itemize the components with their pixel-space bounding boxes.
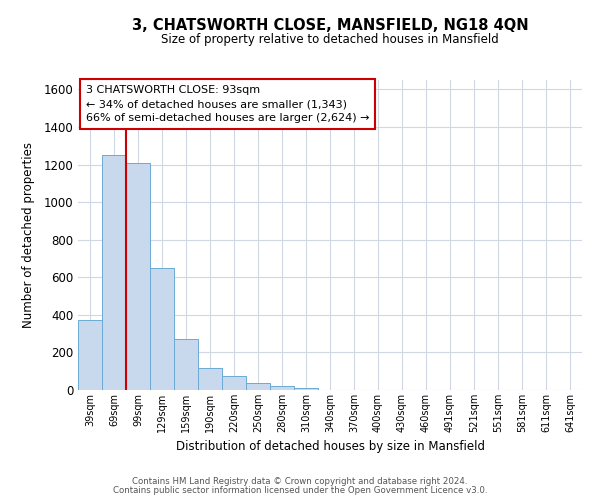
Bar xyxy=(174,340,198,390)
Bar xyxy=(102,155,126,390)
Bar xyxy=(294,388,318,390)
X-axis label: Distribution of detached houses by size in Mansfield: Distribution of detached houses by size … xyxy=(176,440,485,454)
Text: 3, CHATSWORTH CLOSE, MANSFIELD, NG18 4QN: 3, CHATSWORTH CLOSE, MANSFIELD, NG18 4QN xyxy=(131,18,529,32)
Text: Size of property relative to detached houses in Mansfield: Size of property relative to detached ho… xyxy=(161,32,499,46)
Bar xyxy=(150,268,174,390)
Text: Contains public sector information licensed under the Open Government Licence v3: Contains public sector information licen… xyxy=(113,486,487,495)
Text: Contains HM Land Registry data © Crown copyright and database right 2024.: Contains HM Land Registry data © Crown c… xyxy=(132,477,468,486)
Bar xyxy=(126,162,150,390)
Bar xyxy=(222,376,246,390)
Text: 3 CHATSWORTH CLOSE: 93sqm
← 34% of detached houses are smaller (1,343)
66% of se: 3 CHATSWORTH CLOSE: 93sqm ← 34% of detac… xyxy=(86,84,369,124)
Y-axis label: Number of detached properties: Number of detached properties xyxy=(22,142,35,328)
Bar xyxy=(78,320,102,390)
Bar xyxy=(270,386,294,390)
Bar xyxy=(246,384,270,390)
Bar xyxy=(198,368,222,390)
